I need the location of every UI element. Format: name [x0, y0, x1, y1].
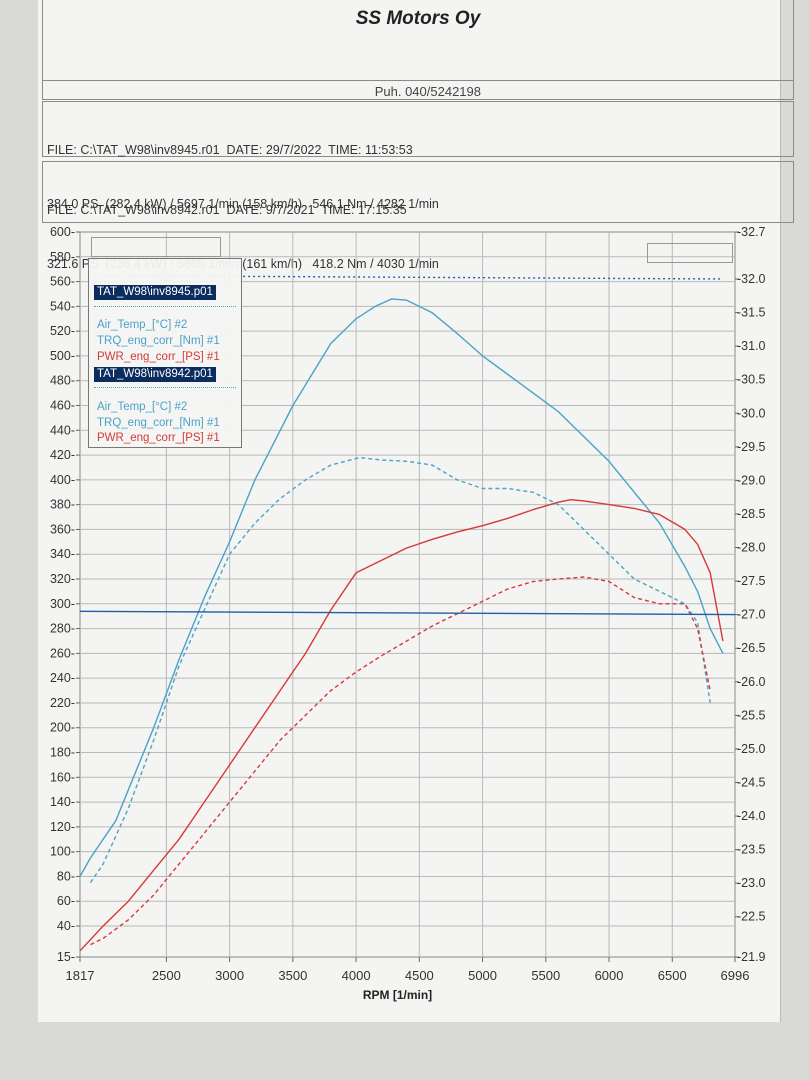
legend-item-torque-1: TRQ_eng_corr_[Nm] #1	[97, 335, 220, 347]
y-right-tick-label: -24.0	[737, 809, 766, 823]
y-right-tick-label: -28.5	[737, 507, 766, 521]
y-left-tick-label: 360-	[50, 522, 75, 536]
y-left-tick-label: 80-	[57, 869, 75, 883]
legend-item-torque-2: TRQ_eng_corr_[Nm] #1	[97, 417, 220, 429]
x-tick-label: 3500	[278, 968, 307, 983]
series-line-inv8945-power	[79, 499, 724, 952]
y-right-tick-label: -25.0	[737, 742, 766, 756]
series-line-inv8942-power	[90, 576, 711, 946]
y-right-tick-label: -21.9	[737, 950, 766, 964]
y-right-tick-label: -27.5	[737, 574, 766, 588]
y-right-tick-label: -27.0	[737, 608, 766, 622]
y-left-tick-label: 400-	[50, 473, 75, 487]
y-left-tick-label: 380-	[50, 498, 75, 512]
y-left-tick-label: 240-	[50, 671, 75, 685]
empty-box-right	[647, 243, 733, 263]
y-left-tick-label: 500-	[50, 349, 75, 363]
phone-number: Puh. 040/5242198	[374, 84, 481, 99]
y-left-tick-label: 460-	[50, 399, 75, 413]
legend-file-2: TAT_W98\inv8942.p01	[94, 367, 216, 382]
x-tick-label: 6500	[658, 968, 687, 983]
file-info-1: FILE: C:\TAT_W98\inv8945.r01 DATE: 29/7/…	[42, 101, 794, 211]
series-line-inv8942-air-temp	[103, 274, 723, 280]
y-left-tick-label: 520-	[50, 324, 75, 338]
y-left-tick-label: 100-	[50, 845, 75, 859]
y-right-tick-label: -30.0	[737, 406, 766, 420]
y-left-tick-label: 420-	[50, 448, 75, 462]
y-left-tick-label: 560-	[50, 275, 75, 289]
x-tick-label: 2500	[152, 968, 181, 983]
y-right-tick-label: -26.0	[737, 675, 766, 689]
y-right-tick-label: -22.5	[737, 910, 766, 924]
legend-separator	[94, 387, 236, 388]
empty-box-left	[91, 237, 221, 257]
y-left-tick-label: 580-	[50, 250, 75, 264]
legend-item-power-2: PWR_eng_corr_[PS] #1	[97, 432, 220, 444]
series-line-inv8942-torque	[89, 456, 711, 883]
x-tick-label: 6996	[721, 968, 750, 983]
x-tick-label: 5500	[531, 968, 560, 983]
header-box: SS Motors Oy Puh. 040/5242198	[42, 0, 794, 100]
legend-item-power-1: PWR_eng_corr_[PS] #1	[97, 351, 220, 363]
y-right-tick-label: -23.5	[737, 843, 766, 857]
y-left-tick-label: 60-	[57, 894, 75, 908]
y-left-tick-label: 120-	[50, 820, 75, 834]
series-line-inv8945-torque	[79, 298, 724, 877]
y-left-tick-label: 40-	[57, 919, 75, 933]
company-title: SS Motors Oy	[355, 8, 481, 29]
y-right-tick-label: -31.5	[737, 306, 766, 320]
legend: TAT_W98\inv8945.p01 Air_Temp_[°C] #2 TRQ…	[88, 258, 242, 448]
y-right-tick-label: -29.5	[737, 440, 766, 454]
y-left-tick-label: 200-	[50, 721, 75, 735]
header-divider	[43, 80, 793, 81]
x-tick-label: 3000	[215, 968, 244, 983]
y-right-tick-label: -32.0	[737, 272, 766, 286]
y-right-tick-label: -23.0	[737, 876, 766, 890]
y-right-tick-label: -25.5	[737, 708, 766, 722]
x-tick-label: 1817	[66, 968, 95, 983]
y-right-tick-label: -32.7	[737, 225, 766, 239]
x-tick-label: 4500	[405, 968, 434, 983]
y-left-tick-label: 480-	[50, 374, 75, 388]
y-left-tick-label: 220-	[50, 696, 75, 710]
legend-item-air-temp-2: Air_Temp_[°C] #2	[97, 401, 188, 413]
y-left-tick-label: 260-	[50, 646, 75, 660]
plot-frame	[79, 231, 736, 958]
legend-item-air-temp-1: Air_Temp_[°C] #2	[97, 319, 188, 331]
y-right-tick-label: -29.0	[737, 473, 766, 487]
y-left-tick-label: 280-	[50, 622, 75, 636]
y-left-tick-label: 340-	[50, 547, 75, 561]
y-left-tick-label: 140-	[50, 795, 75, 809]
y-right-tick-label: -30.5	[737, 373, 766, 387]
x-tick-label: 4000	[342, 968, 371, 983]
y-right-tick-label: -28.0	[737, 541, 766, 555]
y-left-tick-label: 300-	[50, 597, 75, 611]
legend-separator	[94, 306, 236, 307]
y-left-tick-label: 15-	[57, 950, 75, 964]
y-left-tick-label: 160-	[50, 770, 75, 784]
legend-file-1: TAT_W98\inv8945.p01	[94, 285, 216, 300]
x-tick-label: 5000	[468, 968, 497, 983]
y-right-tick-label: -31.0	[737, 339, 766, 353]
x-tick-label: 6000	[595, 968, 624, 983]
file-1-line-2: 384.0 PS (282.4 kW) / 5697 1/min (158 km…	[47, 197, 439, 211]
y-right-tick-label: -24.5	[737, 775, 766, 789]
y-left-tick-label: 320-	[50, 572, 75, 586]
file-2-line-1: FILE: C:\TAT_W98\inv8942.r01 DATE: 9/7/2…	[47, 203, 407, 217]
file-1-line-1: FILE: C:\TAT_W98\inv8945.r01 DATE: 29/7/…	[47, 143, 413, 157]
series-line-inv8945-air-temp	[79, 610, 736, 616]
y-left-tick-label: 180-	[50, 746, 75, 760]
y-right-tick-label: -26.5	[737, 641, 766, 655]
y-left-tick-label: 440-	[50, 423, 75, 437]
y-left-tick-label: 600-	[50, 225, 75, 239]
y-left-tick-label: 540-	[50, 299, 75, 313]
x-axis-label: RPM [1/min]	[363, 988, 432, 1002]
